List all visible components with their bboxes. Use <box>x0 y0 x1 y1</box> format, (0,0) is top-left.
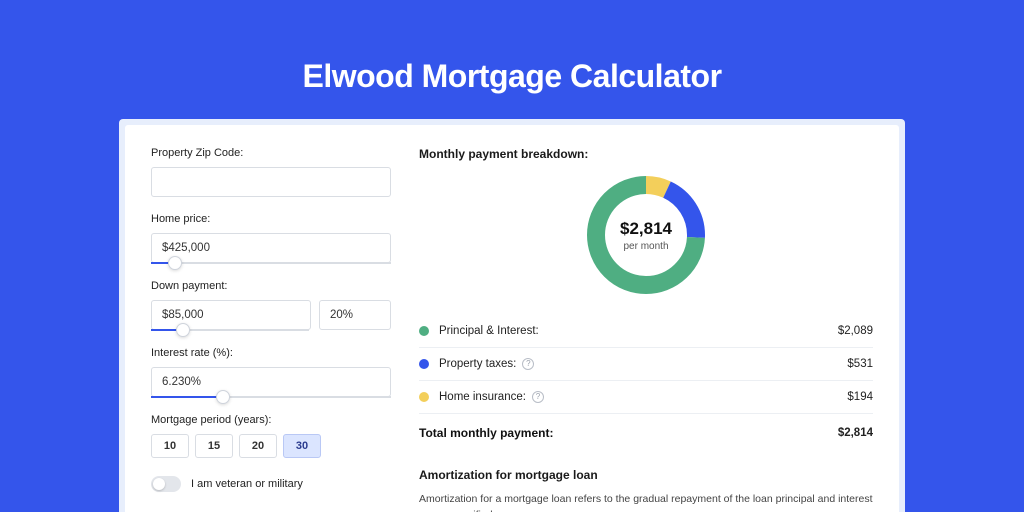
total-value: $2,814 <box>838 427 873 439</box>
rate-input[interactable] <box>151 367 391 397</box>
legend-row: Principal & Interest:$2,089 <box>419 315 873 348</box>
period-option-30[interactable]: 30 <box>283 434 321 458</box>
total-row: Total monthly payment: $2,814 <box>419 414 873 454</box>
donut-chart: $2,814 per month <box>584 173 708 297</box>
legend-dot <box>419 392 429 402</box>
veteran-toggle-knob <box>153 478 165 490</box>
breakdown-column: Monthly payment breakdown: $2,814 per mo… <box>419 147 873 512</box>
period-option-20[interactable]: 20 <box>239 434 277 458</box>
breakdown-title: Monthly payment breakdown: <box>419 147 873 161</box>
amortization-title: Amortization for mortgage loan <box>419 468 873 482</box>
legend-list: Principal & Interest:$2,089Property taxe… <box>419 315 873 414</box>
price-label: Home price: <box>151 213 391 225</box>
down-label: Down payment: <box>151 280 391 292</box>
outer-panel: Property Zip Code: Home price: Down paym… <box>119 119 905 512</box>
legend-row: Property taxes:?$531 <box>419 348 873 381</box>
legend-value: $194 <box>847 391 873 403</box>
donut-center-sub: per month <box>623 241 668 252</box>
donut-center-value: $2,814 <box>620 219 672 239</box>
help-icon[interactable]: ? <box>522 358 534 370</box>
total-label: Total monthly payment: <box>419 426 838 440</box>
down-slider[interactable] <box>151 329 309 331</box>
veteran-label: I am veteran or military <box>191 478 303 490</box>
page-root: Elwood Mortgage Calculator Property Zip … <box>0 0 1024 512</box>
donut-chart-wrap: $2,814 per month <box>419 173 873 297</box>
down-amount-input[interactable] <box>151 300 311 330</box>
legend-label: Home insurance:? <box>439 391 847 403</box>
down-field-block: Down payment: <box>151 280 391 331</box>
amortization-text: Amortization for a mortgage loan refers … <box>419 492 873 512</box>
rate-slider-thumb[interactable] <box>216 390 230 404</box>
price-input[interactable] <box>151 233 391 263</box>
period-option-10[interactable]: 10 <box>151 434 189 458</box>
donut-center: $2,814 per month <box>584 173 708 297</box>
rate-slider[interactable] <box>151 396 391 398</box>
zip-input[interactable] <box>151 167 391 197</box>
price-slider-thumb[interactable] <box>168 256 182 270</box>
period-label: Mortgage period (years): <box>151 414 391 426</box>
legend-value: $531 <box>847 358 873 370</box>
legend-value: $2,089 <box>838 325 873 337</box>
zip-label: Property Zip Code: <box>151 147 391 159</box>
price-slider[interactable] <box>151 262 391 264</box>
down-slider-thumb[interactable] <box>176 323 190 337</box>
zip-field-block: Property Zip Code: <box>151 147 391 197</box>
form-column: Property Zip Code: Home price: Down paym… <box>151 147 391 512</box>
veteran-row: I am veteran or military <box>151 476 391 492</box>
legend-label: Principal & Interest: <box>439 325 838 337</box>
amortization-block: Amortization for mortgage loan Amortizat… <box>419 454 873 512</box>
down-percent-input[interactable] <box>319 300 391 330</box>
veteran-toggle[interactable] <box>151 476 181 492</box>
page-title: Elwood Mortgage Calculator <box>302 58 721 95</box>
calculator-card: Property Zip Code: Home price: Down paym… <box>125 125 899 512</box>
rate-label: Interest rate (%): <box>151 347 391 359</box>
legend-dot <box>419 326 429 336</box>
period-option-15[interactable]: 15 <box>195 434 233 458</box>
price-field-block: Home price: <box>151 213 391 264</box>
legend-row: Home insurance:?$194 <box>419 381 873 414</box>
help-icon[interactable]: ? <box>532 391 544 403</box>
period-options: 10152030 <box>151 434 391 458</box>
period-field-block: Mortgage period (years): 10152030 <box>151 414 391 458</box>
legend-label: Property taxes:? <box>439 358 847 370</box>
legend-dot <box>419 359 429 369</box>
rate-field-block: Interest rate (%): <box>151 347 391 398</box>
